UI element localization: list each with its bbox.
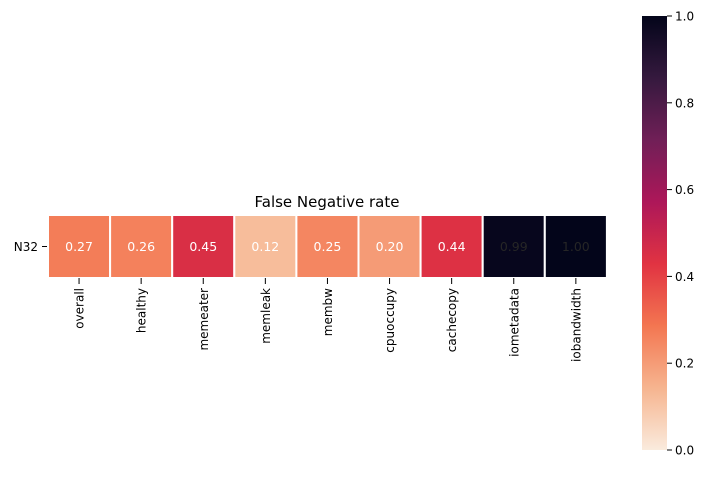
colorbar-tick-label: 0.4 (675, 270, 694, 284)
colorbar: 0.0 0.2 0.4 0.6 0.8 1.0 (642, 10, 694, 458)
cell-value-label: 0.99 (500, 239, 528, 254)
column-label: overall (73, 288, 87, 329)
row-label: N32 (14, 240, 38, 254)
column-label: iobandwidth (569, 288, 583, 362)
cell-value-label: 1.00 (562, 239, 590, 254)
colorbar-tick-label: 0.8 (675, 96, 694, 110)
heatmap-cells: 0.27 0.26 0.45 0.12 0.25 0.20 0.44 0.99 1.00 (47, 214, 608, 279)
column-label: cpuoccupy (383, 288, 397, 353)
colorbar-tick-label: 0.6 (675, 183, 694, 197)
colorbar-tick-label: 1.0 (675, 10, 694, 24)
chart-title: False Negative rate (255, 193, 400, 211)
cell-value-label: 0.25 (314, 239, 342, 254)
cell-value-label: 0.44 (438, 239, 466, 254)
heatmap-cell (543, 214, 608, 279)
column-label: healthy (135, 288, 149, 333)
cell-value-label: 0.26 (127, 239, 155, 254)
column-label: memeater (197, 288, 211, 351)
row-labels: N32 (14, 240, 48, 254)
cell-value-label: 0.20 (376, 239, 404, 254)
cell-value-label: 0.12 (251, 239, 279, 254)
colorbar-tick-label: 0.0 (675, 444, 694, 458)
colorbar-gradient (642, 16, 667, 450)
cell-value-label: 0.45 (189, 239, 217, 254)
cell-value-label: 0.27 (65, 239, 93, 254)
column-label: cachecopy (445, 288, 459, 352)
column-label: memleak (259, 288, 273, 344)
column-label: membw (321, 288, 335, 336)
column-labels: overall healthy memeater memleak membw cpuocc… (73, 278, 583, 362)
colorbar-tick-label: 0.2 (675, 357, 694, 371)
heatmap-cell (109, 214, 174, 279)
column-label: iometadata (507, 288, 521, 357)
